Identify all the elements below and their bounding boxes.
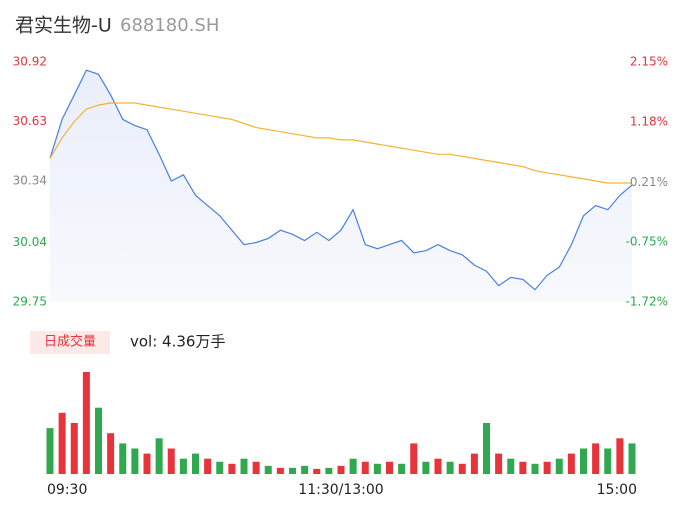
- y-tick-label: 30.04: [13, 235, 47, 249]
- volume-bar: [422, 461, 430, 474]
- volume-bar: [228, 463, 236, 474]
- volume-bar: [82, 372, 90, 474]
- volume-annotation: vol: 4.36万手: [130, 333, 225, 351]
- y2-tick-label: -0.75%: [626, 234, 668, 248]
- price-area: [50, 70, 632, 302]
- volume-bar: [325, 467, 333, 474]
- volume-bar: [119, 443, 127, 474]
- volume-bar: [240, 458, 248, 474]
- volume-bar: [337, 465, 345, 474]
- volume-bar: [131, 448, 139, 474]
- y2-tick-label: 2.15%: [630, 55, 668, 69]
- volume-bar: [373, 463, 381, 474]
- volume-bar: [483, 423, 490, 474]
- volume-label-box: [30, 331, 110, 354]
- volume-bar: [58, 412, 66, 474]
- y-tick-label: 30.34: [13, 173, 47, 187]
- volume-bar: [46, 428, 54, 474]
- y-tick-label: 30.63: [13, 114, 47, 128]
- volume-bar: [386, 461, 393, 474]
- y2-tick-label: 1.18%: [630, 115, 668, 129]
- y-tick-label: 29.75: [13, 295, 47, 309]
- volume-bar: [179, 458, 187, 474]
- volume-bar: [70, 423, 78, 474]
- volume-bar: [519, 461, 527, 474]
- volume-bar: [543, 461, 551, 474]
- stock-name: 君实生物-U: [15, 15, 112, 37]
- volume-bar: [107, 433, 115, 474]
- price-line: [49, 69, 633, 291]
- volume-bar: [276, 467, 284, 474]
- x-tick-label: 15:00: [597, 482, 637, 498]
- x-tick-label: 11:30/13:00: [298, 482, 383, 498]
- volume-bar: [155, 438, 163, 474]
- volume-bar: [410, 443, 418, 474]
- volume-bar: [507, 458, 515, 474]
- volume-bar: [301, 465, 309, 474]
- volume-bar: [289, 467, 296, 474]
- avg-line: [49, 102, 632, 184]
- volume-bar: [580, 448, 587, 474]
- volume-bar: [567, 453, 575, 474]
- volume-bar: [470, 453, 478, 474]
- volume-bar: [349, 458, 357, 474]
- volume-bar: [434, 458, 442, 474]
- x-tick-label: 09:30: [47, 482, 87, 498]
- volume-bar: [95, 407, 102, 474]
- volume-bar: [313, 468, 321, 474]
- volume-bar: [192, 453, 199, 474]
- stock-code: 688180.SH: [120, 15, 219, 36]
- volume-bar: [628, 443, 636, 474]
- volume-bar: [361, 461, 369, 474]
- volume-bar: [252, 461, 260, 474]
- volume-bar: [604, 448, 612, 474]
- volume-bar: [616, 438, 624, 474]
- volume-bar: [446, 461, 454, 474]
- y2-tick-label: 0.21%: [630, 175, 668, 189]
- volume-bar: [143, 453, 151, 474]
- volume-bar: [495, 453, 503, 474]
- volume-bar: [204, 458, 212, 474]
- y-tick-label: 30.92: [13, 55, 47, 69]
- volume-title: 日成交量: [44, 334, 96, 350]
- volume-bar: [264, 465, 272, 474]
- volume-bar: [592, 443, 600, 474]
- y2-tick-label: -1.72%: [626, 295, 668, 309]
- volume-bar: [216, 461, 224, 474]
- volume-bar: [398, 463, 406, 474]
- volume-bar: [167, 448, 175, 474]
- volume-bar: [555, 458, 563, 474]
- volume-bar: [531, 463, 539, 474]
- volume-bar: [458, 463, 466, 474]
